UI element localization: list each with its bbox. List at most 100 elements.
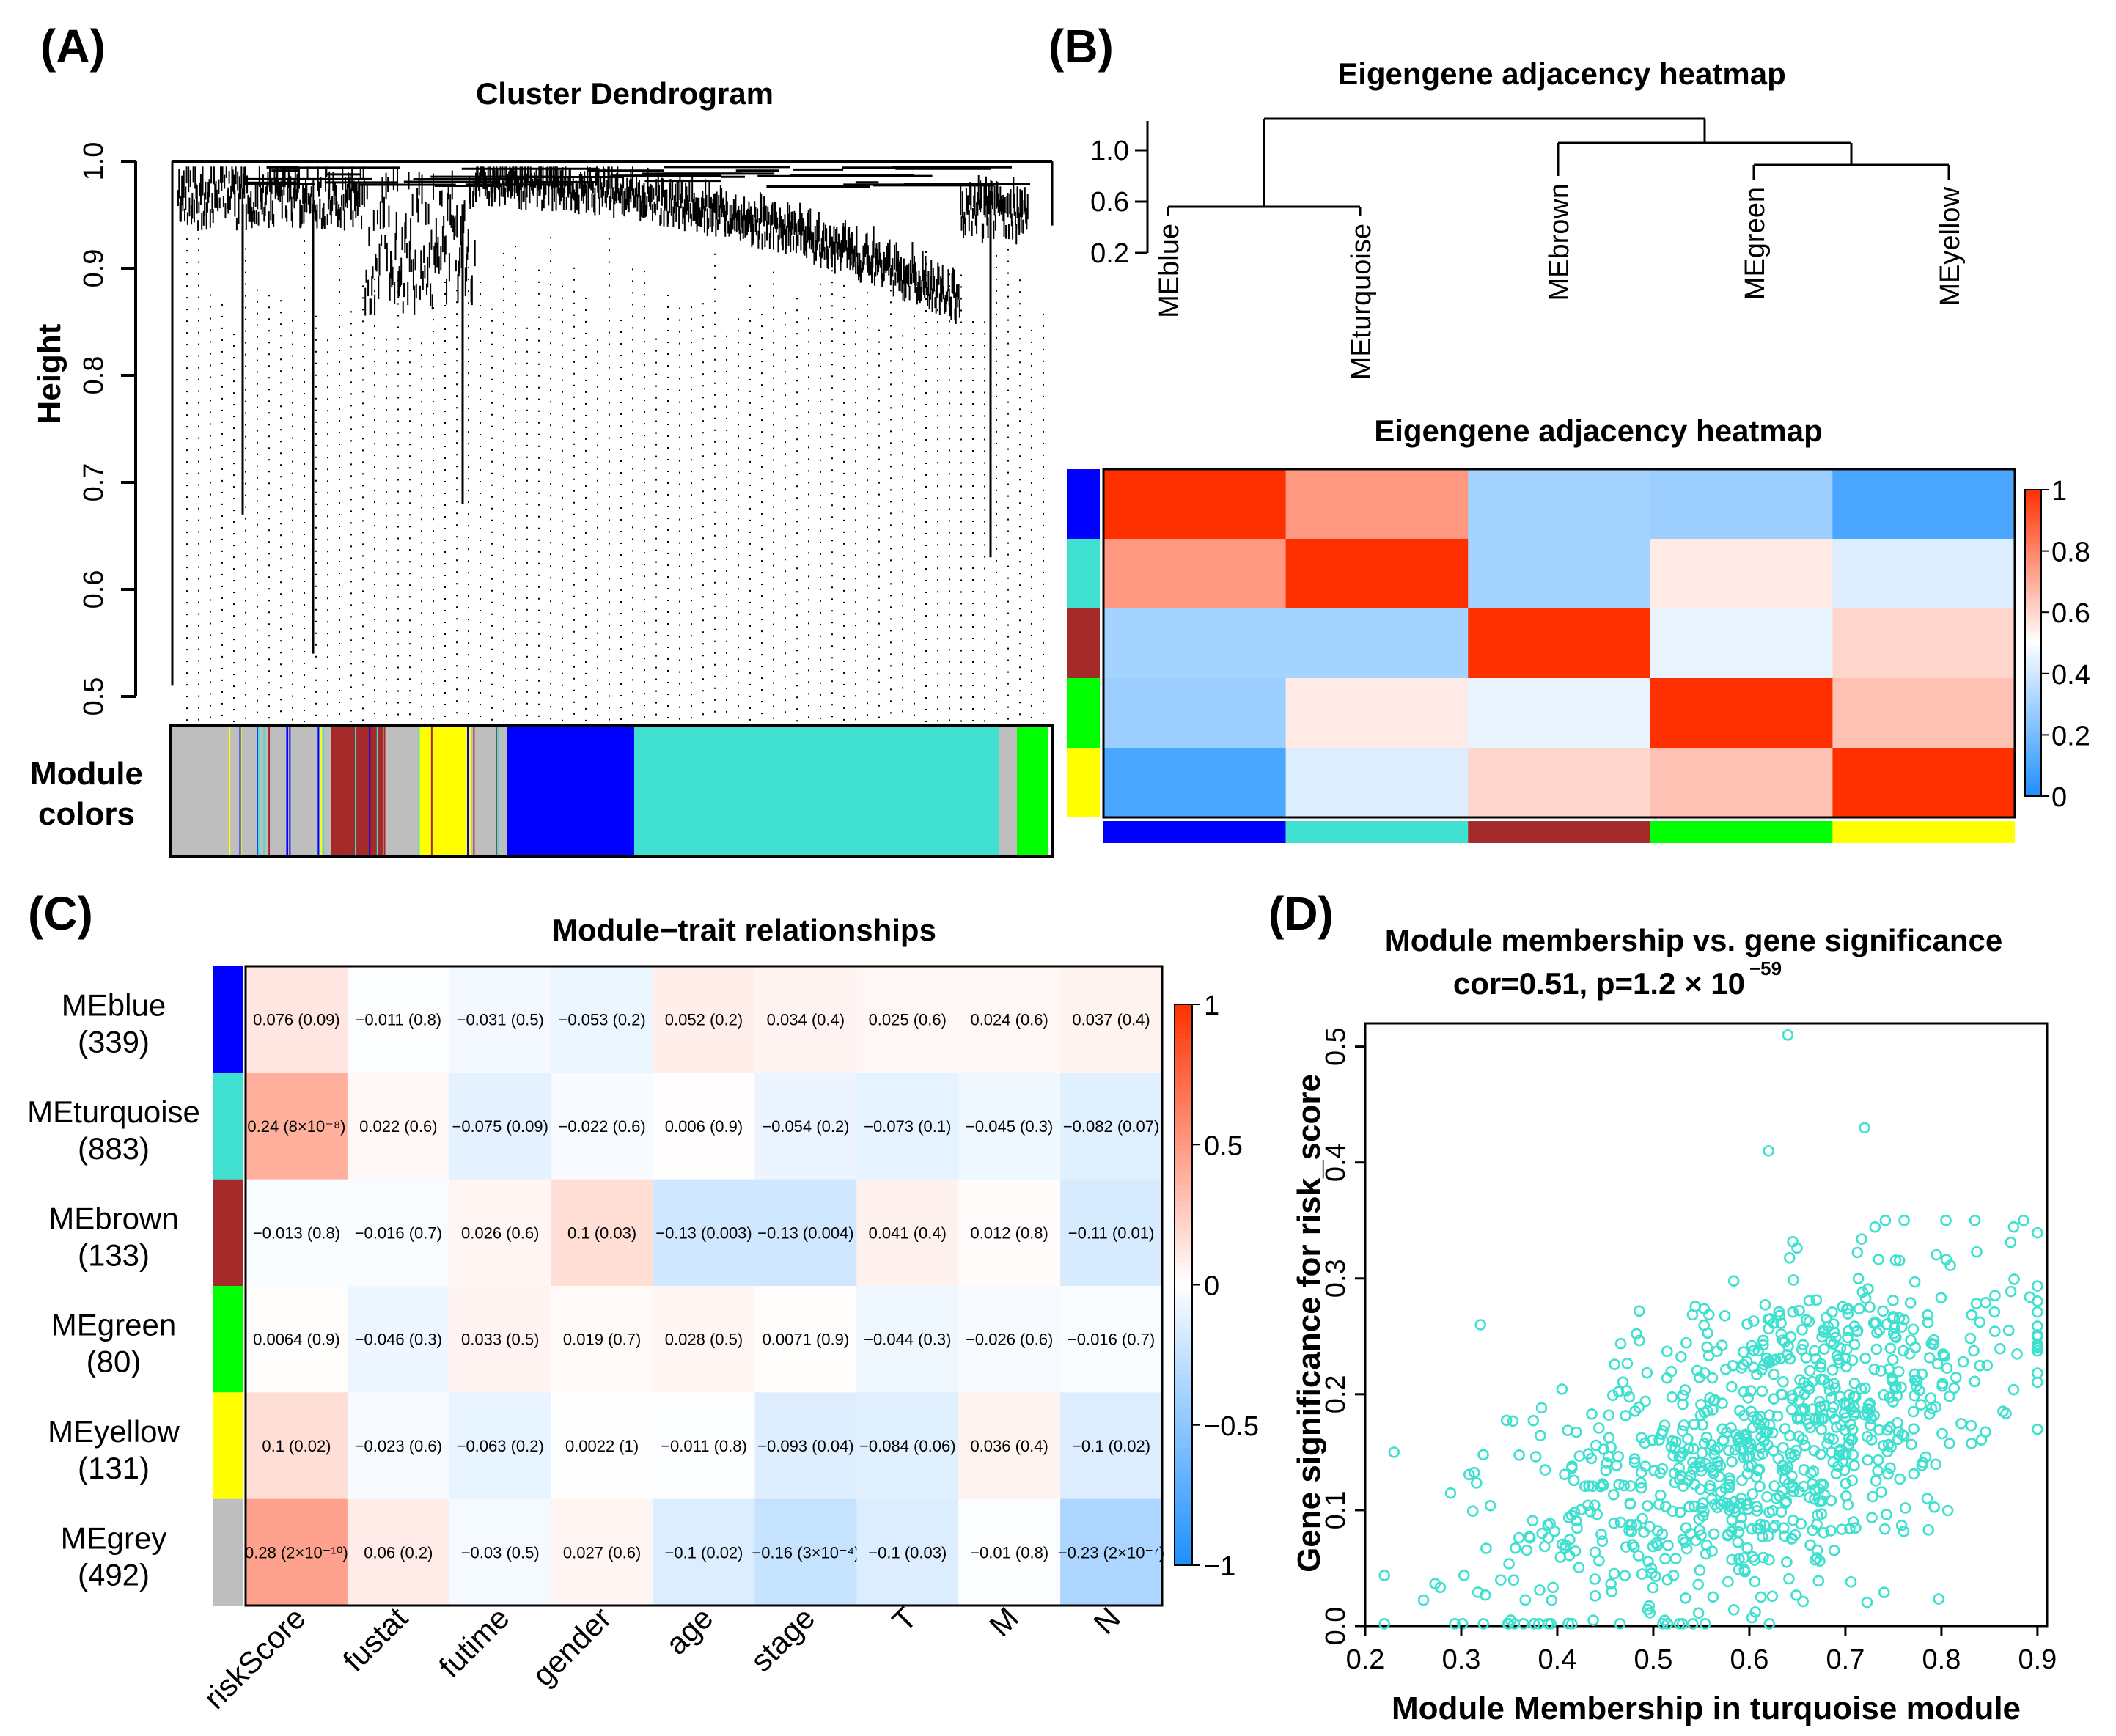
colorbar-tick-label: 0.5 — [1204, 1130, 1243, 1161]
scatter-point — [1882, 1468, 1894, 1480]
scatter-point — [1761, 1490, 1773, 1503]
scatter-point — [1921, 1493, 1933, 1504]
scatter-point — [1898, 1214, 1910, 1226]
colorbar-segment — [2025, 590, 2041, 595]
colorbar-segment — [2025, 563, 2041, 567]
scatter-point — [1741, 1542, 1753, 1554]
colorbar-segment — [2025, 740, 2041, 745]
colorbar-segment — [2025, 685, 2041, 690]
eigengene-panel: Eigengene adjacency heatmap 0.2 0.6 1.0 ME… — [1067, 56, 2090, 843]
scatter-point — [1907, 1405, 1920, 1418]
colorbar-segment — [2025, 652, 2041, 656]
colorbar-segment — [2025, 670, 2041, 674]
colorbar-segment — [2025, 609, 2041, 614]
scatter-point — [1691, 1364, 1703, 1377]
eigengene-col-color — [1650, 821, 1833, 843]
cluster-dendrogram-panel: Cluster Dendrogram Height 0.50.60.70.80.… — [30, 76, 1054, 858]
scatter-point — [1878, 1440, 1889, 1452]
colorbar-segment — [2025, 499, 2041, 503]
module-trait-cell — [246, 966, 348, 1073]
module-trait-cell-label: −0.1 (0.02) — [664, 1543, 743, 1562]
scatter-point — [1625, 1480, 1636, 1492]
eigengene-heatmap-colorbar: 0 0.2 0.4 0.6 0.8 1 — [2024, 476, 2090, 813]
scatter-point — [1659, 1553, 1671, 1565]
scatter-point — [1694, 1372, 1705, 1383]
scatter-point — [1989, 1290, 2001, 1302]
scatter-point — [1527, 1515, 1539, 1527]
module-trait-cell-label: 0.034 (0.4) — [767, 1011, 845, 1029]
colorbar-segment — [1175, 1341, 1192, 1347]
scatter-point — [1884, 1342, 1897, 1354]
scatter-point — [1898, 1526, 1910, 1537]
scatter-point — [1610, 1460, 1623, 1471]
scatter-point — [1645, 1562, 1658, 1575]
colorbar-segment — [2025, 493, 2041, 497]
eigengene-heatmap-cell — [1103, 748, 1287, 818]
colorbar-segment — [2025, 569, 2041, 573]
scatter-point — [1654, 1489, 1667, 1501]
scatter-point — [1687, 1443, 1700, 1455]
module-colors-label-line1: Module — [30, 756, 143, 792]
colorbar-segment — [2025, 508, 2041, 512]
scatter-point — [1876, 1486, 1887, 1498]
colorbar-segment — [2025, 597, 2041, 601]
module-trait-cell-label: 0.052 (0.2) — [665, 1011, 743, 1029]
scatter-point — [1969, 1214, 1981, 1226]
scatter-point — [1781, 1556, 1793, 1568]
scatter-point — [1723, 1472, 1735, 1484]
scatter-point — [1922, 1524, 1935, 1536]
module-trait-cell — [856, 1498, 959, 1606]
scatter-point — [1785, 1447, 1796, 1460]
scatter-point — [1502, 1618, 1514, 1630]
module-trait-cell-label: −0.082 (0.07) — [1063, 1117, 1159, 1136]
module-trait-row-name: MEgrey — [61, 1520, 167, 1555]
scatter-point — [1653, 1434, 1665, 1446]
scatter-y-ticks: 0.0 0.1 0.2 0.3 0.4 0.5 — [1320, 1027, 1365, 1645]
scatter-point — [1856, 1233, 1867, 1245]
scatter-point — [1810, 1294, 1823, 1306]
eigengene-heatmap-cell — [1103, 678, 1287, 749]
scatter-point — [1556, 1383, 1568, 1395]
colorbar-segment — [2025, 688, 2041, 693]
colorbar-segment — [2025, 496, 2041, 500]
scatter-point — [1596, 1535, 1609, 1548]
scatter-point — [1859, 1352, 1871, 1364]
colorbar-segment — [2025, 756, 2041, 760]
scatter-point — [1603, 1432, 1615, 1443]
scatter-point — [2005, 1236, 2017, 1248]
scatter-point — [1528, 1618, 1540, 1630]
scatter-point — [1877, 1305, 1889, 1317]
module-trait-cell-label: 0.1 (0.02) — [262, 1437, 331, 1455]
dendrogram-y-tick-label: 0.6 — [78, 570, 109, 609]
module-trait-cell — [958, 966, 1061, 1073]
scatter-point — [1695, 1529, 1707, 1541]
scatter-point — [1689, 1301, 1702, 1312]
module-trait-cell — [958, 1498, 1061, 1606]
module-trait-cell-label: −0.073 (0.1) — [864, 1117, 951, 1136]
scatter-point — [1741, 1318, 1753, 1330]
colorbar-segment — [1175, 1206, 1192, 1213]
eigengene-dendrogram-y-tick-label: 0.2 — [1090, 238, 1129, 269]
scatter-point — [1836, 1523, 1848, 1535]
module-trait-cell — [653, 1179, 755, 1287]
scatter-point — [1895, 1381, 1907, 1394]
scatter-point — [1828, 1545, 1840, 1556]
colorbar-segment — [1175, 1223, 1192, 1229]
scatter-point — [1777, 1441, 1789, 1454]
scatter-point — [1802, 1380, 1815, 1392]
module-trait-column-labels: riskScore fustat futime gender age stage T M N — [197, 1600, 1127, 1715]
colorbar-segment — [1175, 1430, 1192, 1438]
scatter-point — [1590, 1439, 1602, 1452]
scatter-point — [1632, 1550, 1645, 1562]
scatter-point — [1834, 1356, 1845, 1369]
colorbar-tick-label: 0.4 — [2051, 660, 2090, 691]
module-trait-cell — [347, 1392, 450, 1500]
scatter-point — [1692, 1607, 1705, 1619]
scatter-point — [1828, 1318, 1840, 1330]
dendrogram-y-tick-label: 0.7 — [78, 463, 109, 502]
scatter-point — [1852, 1273, 1865, 1284]
colorbar-segment — [1175, 1424, 1192, 1432]
scatter-point — [1795, 1518, 1807, 1530]
eigengene-heatmap-cell — [1650, 539, 1833, 609]
